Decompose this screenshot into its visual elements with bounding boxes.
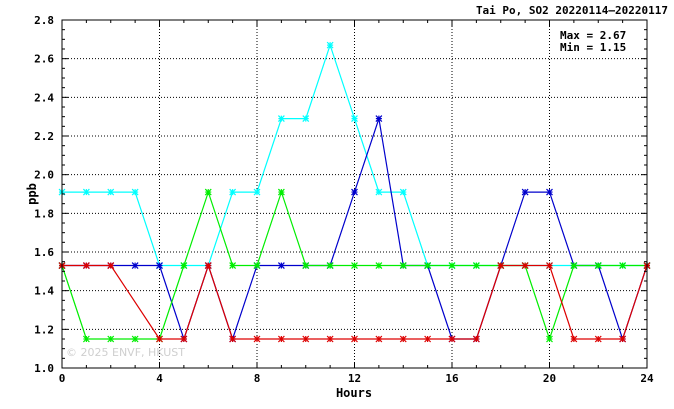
data-point [302, 335, 310, 343]
data-point [546, 188, 553, 196]
data-point [472, 335, 480, 343]
data-point [253, 335, 261, 343]
y-tick-label: 1.2 [34, 323, 54, 336]
series-group [58, 41, 651, 343]
data-point [131, 262, 139, 269]
data-point [107, 335, 115, 343]
watermark: © 2025 ENVF, HKUST [66, 346, 185, 359]
data-point [326, 41, 334, 49]
data-point [497, 262, 505, 269]
data-point [156, 335, 163, 343]
data-point [351, 115, 358, 123]
data-point [424, 335, 432, 343]
series-line-4 [62, 263, 648, 340]
x-tick-label: 0 [59, 372, 66, 385]
data-point [375, 262, 383, 269]
data-point [277, 188, 285, 196]
data-point [156, 262, 163, 269]
data-point [131, 335, 139, 343]
data-point [375, 115, 383, 123]
data-point [204, 188, 212, 196]
data-point [277, 262, 285, 269]
data-point [302, 262, 310, 269]
data-point [253, 262, 261, 269]
data-point [302, 115, 310, 123]
y-tick-label: 2.4 [34, 91, 54, 104]
data-point [229, 335, 237, 343]
data-point [472, 262, 480, 269]
y-tick-label: 1.8 [34, 207, 54, 220]
x-tick-label: 8 [254, 372, 261, 385]
data-point [619, 335, 627, 343]
data-point [570, 262, 578, 269]
data-point [82, 335, 90, 343]
data-point [399, 262, 407, 269]
data-point [326, 262, 334, 269]
data-point [448, 335, 456, 343]
data-point [351, 188, 358, 196]
data-point [253, 188, 261, 196]
min-label: Min = 1.15 [560, 41, 626, 54]
data-point [180, 335, 188, 343]
data-point [107, 262, 115, 269]
y-tick-label: 1.6 [34, 246, 54, 259]
data-point [570, 335, 578, 343]
data-point [521, 262, 529, 269]
data-point [424, 262, 432, 269]
data-point [351, 262, 358, 269]
data-point [82, 262, 90, 269]
data-point [399, 335, 407, 343]
x-tick-label: 20 [543, 372, 556, 385]
y-tick-label: 2.2 [34, 130, 54, 143]
y-tick-label: 2.0 [34, 169, 54, 182]
data-point [277, 335, 285, 343]
data-point [204, 262, 212, 269]
data-point [546, 335, 553, 343]
data-point [521, 188, 529, 196]
y-tick-label: 1.4 [34, 285, 54, 298]
data-point [107, 188, 115, 196]
x-tick-label: 12 [348, 372, 361, 385]
y-tick-label: 2.8 [34, 14, 54, 27]
x-tick-label: 24 [640, 372, 654, 385]
data-point [448, 262, 456, 269]
max-label: Max = 2.67 [560, 29, 626, 42]
y-axis-title: ppb [25, 183, 39, 205]
axis-ticks [61, 19, 648, 369]
x-tick-label: 16 [445, 372, 459, 385]
data-point [277, 115, 285, 123]
data-point [180, 262, 188, 269]
y-tick-label: 1.0 [34, 362, 54, 375]
y-tick-label: 2.6 [34, 53, 54, 66]
data-point [351, 335, 358, 343]
data-point [399, 188, 407, 196]
x-tick-label: 4 [156, 372, 163, 385]
y-tick-labels: 1.0 1.2 1.4 1.6 1.8 2.0 2.2 2.4 2.6 2.8 [34, 14, 54, 375]
x-tick-labels: 0 4 8 12 16 20 24 [59, 372, 654, 385]
data-point [229, 188, 237, 196]
data-point [375, 188, 383, 196]
data-point [131, 188, 139, 196]
data-point [375, 335, 383, 343]
data-point [619, 262, 627, 269]
data-point [594, 335, 602, 343]
data-point [546, 262, 553, 269]
data-point [326, 335, 334, 343]
x-axis-title: Hours [336, 386, 372, 400]
data-point [229, 262, 237, 269]
data-point [82, 188, 90, 196]
chart-title: Tai Po, SO2 20220114–20220117 [476, 4, 668, 17]
data-point [594, 262, 602, 269]
